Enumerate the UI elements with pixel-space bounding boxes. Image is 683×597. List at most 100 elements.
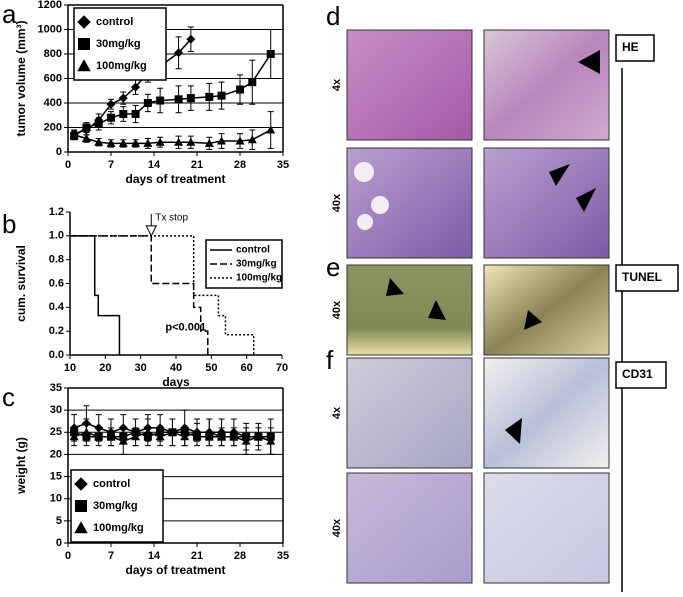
- marker: [204, 427, 214, 436]
- marker: [118, 138, 128, 147]
- marker: [143, 138, 153, 147]
- micrograph: [346, 29, 473, 141]
- marker: [186, 34, 196, 44]
- x-tick-label: 50: [205, 362, 217, 374]
- y-tick-label: 1.2: [49, 206, 64, 218]
- y-tick-label: 200: [44, 121, 62, 133]
- micrograph: [483, 147, 610, 259]
- marker: [94, 137, 104, 146]
- arrowhead: [524, 310, 542, 330]
- y-axis-label: weight (g): [14, 437, 28, 495]
- x-tick-label: 0: [65, 159, 71, 171]
- x-tick-label: 10: [64, 362, 76, 374]
- x-tick-label: 35: [277, 550, 289, 562]
- marker: [248, 78, 257, 87]
- y-tick-label: 10: [50, 493, 62, 505]
- x-tick-label: 70: [276, 362, 288, 374]
- x-tick-label: 7: [108, 550, 114, 562]
- marker: [119, 110, 128, 119]
- x-tick-label: 21: [191, 550, 203, 562]
- marker: [107, 113, 115, 122]
- x-tick-label: 14: [148, 159, 161, 171]
- marker: [74, 477, 88, 491]
- magnification-label: 4x: [331, 78, 343, 91]
- marker: [266, 50, 275, 58]
- y-tick-label: 800: [44, 48, 62, 60]
- legend-box: [205, 239, 283, 289]
- marker: [81, 427, 91, 436]
- marker: [143, 99, 152, 107]
- y-tick-label: 20: [50, 448, 62, 460]
- marker: [78, 38, 90, 50]
- marker: [106, 99, 116, 109]
- y-tick-label: 5: [56, 515, 62, 527]
- stain-boxes: [615, 34, 679, 592]
- x-tick-label: 28: [234, 159, 246, 171]
- y-axis-label: cum. survival: [14, 245, 28, 322]
- micrographs: [346, 29, 610, 584]
- x-tick-label: 20: [99, 362, 111, 374]
- y-tick-label: 15: [50, 470, 62, 482]
- marker: [247, 135, 257, 144]
- y-tick-label: 0.4: [49, 301, 65, 313]
- micrograph: [346, 472, 473, 584]
- x-tick-label: 60: [241, 362, 253, 374]
- series-line: [70, 235, 255, 355]
- fat-cell: [357, 214, 373, 230]
- marker: [174, 95, 183, 104]
- y-tick-label: 0.8: [49, 254, 64, 266]
- legend-label: 30mg/kg: [93, 500, 138, 512]
- marker: [118, 93, 128, 103]
- marker: [131, 110, 140, 119]
- legend-label: control: [96, 16, 133, 28]
- panel-label: e: [326, 252, 340, 282]
- marker: [241, 436, 251, 445]
- arrowhead: [428, 300, 446, 320]
- marker: [106, 432, 116, 441]
- annotation: p<0.001: [165, 322, 206, 334]
- marker: [74, 521, 88, 534]
- marker: [81, 134, 91, 143]
- y-tick-label: 0: [56, 146, 62, 158]
- legend-label: 100mg/kg: [236, 273, 282, 284]
- marker: [106, 138, 116, 147]
- marker: [266, 436, 276, 445]
- x-axis-label: days of treatment: [125, 172, 225, 186]
- marker: [155, 432, 165, 441]
- marker: [69, 130, 79, 139]
- legend-label: 100mg/kg: [93, 522, 144, 534]
- marker: [77, 15, 91, 29]
- y-tick-label: 30: [50, 404, 62, 416]
- y-axis-label: tumor volume (mm³): [14, 20, 28, 136]
- x-tick-label: 40: [170, 362, 182, 374]
- marker: [131, 138, 141, 147]
- marker: [186, 137, 196, 146]
- magnification-label: 4x: [331, 406, 343, 419]
- marker: [118, 436, 128, 445]
- marker: [235, 136, 245, 145]
- y-tick-label: 0: [56, 537, 62, 549]
- marker: [77, 59, 91, 72]
- y-tick-label: 35: [50, 382, 62, 394]
- legend-label: control: [93, 478, 130, 490]
- panel-label: f: [326, 345, 334, 375]
- y-tick-label: 0.2: [49, 325, 64, 337]
- marker: [204, 138, 214, 147]
- marker: [192, 427, 202, 436]
- stain-box: [615, 361, 667, 389]
- panel-label: b: [2, 209, 16, 239]
- marker: [155, 137, 165, 146]
- x-axis-label: days: [162, 375, 190, 389]
- series-line: [70, 235, 121, 355]
- stain-label: HE: [622, 40, 639, 54]
- micrograph: [483, 357, 610, 469]
- marker: [131, 432, 141, 441]
- legend-label: 100mg/kg: [96, 60, 147, 72]
- stain-box: [615, 34, 655, 62]
- marker: [174, 48, 184, 58]
- micrograph: [483, 472, 610, 584]
- marker: [94, 119, 103, 128]
- marker: [69, 432, 79, 441]
- arrowhead: [549, 164, 570, 186]
